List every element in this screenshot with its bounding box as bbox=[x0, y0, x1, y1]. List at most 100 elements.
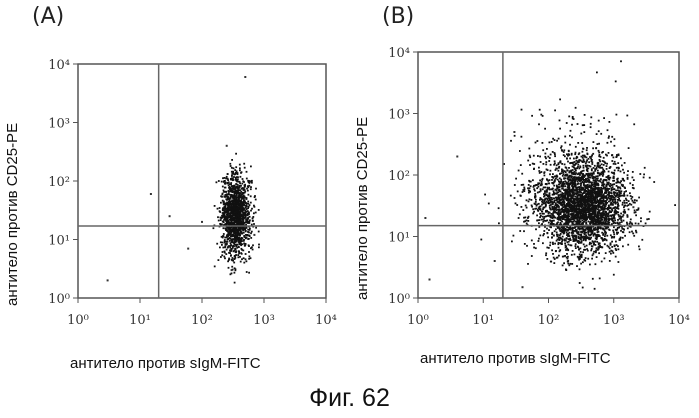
data-point bbox=[617, 211, 619, 213]
data-point bbox=[535, 228, 537, 230]
data-point bbox=[564, 136, 566, 138]
data-point bbox=[527, 220, 529, 222]
data-point bbox=[594, 216, 596, 218]
data-point bbox=[589, 223, 591, 225]
data-point bbox=[583, 218, 585, 220]
data-point bbox=[616, 114, 618, 116]
data-point bbox=[556, 257, 558, 259]
data-point bbox=[575, 243, 577, 245]
data-point bbox=[573, 237, 575, 239]
data-point bbox=[607, 142, 609, 144]
data-point bbox=[618, 167, 620, 169]
data-point bbox=[639, 248, 641, 250]
data-point bbox=[573, 216, 575, 218]
data-point bbox=[539, 156, 541, 158]
data-point bbox=[518, 170, 520, 172]
data-point bbox=[569, 210, 571, 212]
data-point bbox=[590, 202, 592, 204]
data-point bbox=[616, 192, 618, 194]
data-point bbox=[640, 220, 642, 222]
data-point bbox=[580, 239, 582, 241]
data-point bbox=[603, 164, 605, 166]
data-point bbox=[599, 246, 601, 248]
data-point bbox=[595, 180, 597, 182]
data-point bbox=[573, 185, 575, 187]
data-point bbox=[610, 215, 612, 217]
data-point bbox=[560, 223, 562, 225]
data-point bbox=[593, 188, 595, 190]
data-point bbox=[605, 192, 607, 194]
data-point bbox=[576, 265, 578, 267]
data-point bbox=[586, 248, 588, 250]
data-point bbox=[566, 238, 568, 240]
data-point bbox=[599, 195, 601, 197]
data-point bbox=[620, 157, 622, 159]
data-point bbox=[548, 229, 550, 231]
data-point bbox=[561, 205, 563, 207]
data-point bbox=[623, 212, 625, 214]
data-point bbox=[617, 186, 619, 188]
data-point bbox=[570, 130, 572, 132]
data-point bbox=[569, 193, 571, 195]
data-point bbox=[510, 140, 512, 142]
data-point bbox=[627, 216, 629, 218]
data-point bbox=[575, 152, 577, 154]
data-point bbox=[546, 187, 548, 189]
data-point bbox=[556, 188, 558, 190]
outlier-point bbox=[456, 156, 458, 158]
data-point bbox=[545, 164, 547, 166]
data-point bbox=[602, 180, 604, 182]
data-point bbox=[588, 213, 590, 215]
data-point bbox=[568, 187, 570, 189]
data-point bbox=[531, 115, 533, 117]
data-point bbox=[559, 128, 561, 130]
data-point bbox=[564, 164, 566, 166]
data-point bbox=[549, 157, 551, 159]
data-point bbox=[601, 190, 603, 192]
data-point bbox=[548, 222, 550, 224]
data-point bbox=[612, 180, 614, 182]
data-point bbox=[532, 208, 534, 210]
data-point bbox=[570, 208, 572, 210]
data-point bbox=[553, 192, 555, 194]
data-point bbox=[597, 229, 599, 231]
data-point bbox=[510, 195, 512, 197]
data-point bbox=[578, 205, 580, 207]
data-point bbox=[601, 167, 603, 169]
data-point bbox=[550, 202, 552, 204]
data-point bbox=[592, 147, 594, 149]
data-point bbox=[601, 192, 603, 194]
data-point bbox=[614, 197, 616, 199]
data-point bbox=[630, 195, 632, 197]
data-point bbox=[537, 219, 539, 221]
data-point bbox=[551, 236, 553, 238]
data-point bbox=[522, 209, 524, 211]
data-point bbox=[583, 244, 585, 246]
data-point bbox=[610, 141, 612, 143]
data-point bbox=[607, 208, 609, 210]
data-point bbox=[618, 192, 620, 194]
data-point bbox=[626, 115, 628, 117]
data-point bbox=[604, 209, 606, 211]
data-point bbox=[624, 191, 626, 193]
data-point bbox=[613, 157, 615, 159]
data-point bbox=[578, 236, 580, 238]
data-point bbox=[556, 234, 558, 236]
data-point bbox=[579, 282, 581, 284]
data-point bbox=[562, 256, 564, 258]
data-point bbox=[614, 161, 616, 163]
outlier-point bbox=[632, 206, 634, 208]
data-point bbox=[529, 155, 531, 157]
data-point bbox=[555, 189, 557, 191]
data-point bbox=[563, 149, 565, 151]
data-point bbox=[541, 219, 543, 221]
data-point bbox=[606, 198, 608, 200]
data-point bbox=[540, 190, 542, 192]
data-point bbox=[598, 220, 600, 222]
data-point bbox=[590, 208, 592, 210]
data-point bbox=[568, 244, 570, 246]
data-point bbox=[584, 246, 586, 248]
data-point bbox=[586, 147, 588, 149]
data-point bbox=[571, 180, 573, 182]
data-point bbox=[635, 214, 637, 216]
